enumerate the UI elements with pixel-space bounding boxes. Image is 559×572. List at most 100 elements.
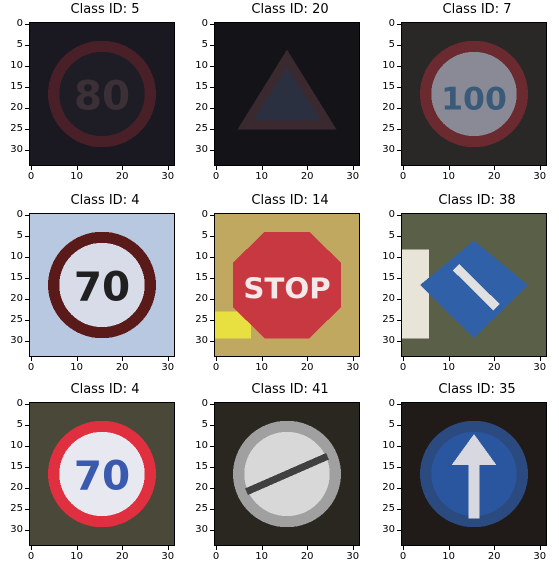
y-tick-label: 25	[195, 314, 208, 325]
x-tick-label: 20	[487, 551, 501, 562]
x-tick-mark	[76, 546, 78, 550]
y-tick-label: 5	[201, 419, 208, 430]
y-tick-label: 5	[388, 39, 395, 50]
y-tick-label: 0	[388, 398, 395, 409]
y-tick-mark	[25, 341, 29, 342]
x-tick-label: 30	[161, 551, 175, 562]
y-tick-mark	[397, 45, 401, 46]
x-tick-mark	[403, 546, 404, 550]
y-tick-mark	[25, 467, 29, 468]
x-tick-label: 10	[255, 551, 268, 562]
y-tick-label: 10	[195, 440, 208, 451]
y-tick-mark	[397, 257, 401, 258]
x-tick-mark	[167, 166, 169, 170]
panel-title: Class ID: 7	[442, 2, 512, 17]
x-tick-mark	[307, 546, 309, 550]
y-tick-label: 5	[201, 39, 208, 50]
y-tick-label: 5	[388, 419, 395, 430]
x-tick-label: 30	[346, 551, 360, 562]
panel-title: Class ID: 20	[251, 2, 329, 17]
x-tick-mark	[352, 546, 354, 550]
y-tick-label: 15	[382, 81, 395, 92]
sign-image: 70	[29, 213, 175, 357]
y-tick-label: 30	[382, 335, 395, 346]
sign-legend-text: 100	[441, 82, 507, 118]
y-tick-mark	[397, 404, 401, 405]
sign-image	[214, 22, 360, 166]
y-tick-mark	[397, 320, 401, 321]
y-tick-mark	[397, 129, 401, 130]
x-tick-mark	[167, 357, 169, 361]
x-tick-label: 20	[300, 551, 314, 562]
image-panel: Class ID: 38 0 5 10 15 20 25 30 0 10 20 30	[377, 193, 559, 383]
y-tick-label: 20	[10, 293, 23, 304]
y-tick-mark	[25, 108, 29, 109]
y-tick-label: 20	[195, 482, 208, 493]
y-tick-label: 20	[382, 482, 395, 493]
y-tick-mark	[25, 24, 29, 25]
y-tick-mark	[210, 467, 214, 468]
y-tick-mark	[25, 87, 29, 88]
sign-image: 80	[29, 22, 175, 166]
y-tick-label: 0	[201, 209, 208, 220]
x-tick-mark	[216, 546, 217, 550]
y-tick-mark	[25, 446, 29, 447]
traffic-sign-picture	[402, 214, 546, 356]
y-tick-label: 10	[10, 440, 23, 451]
y-tick-mark	[210, 257, 214, 258]
y-tick-mark	[397, 278, 401, 279]
y-tick-mark	[210, 320, 214, 321]
y-tick-label: 10	[195, 60, 208, 71]
x-tick-mark	[494, 357, 496, 361]
y-tick-mark	[397, 467, 401, 468]
image-panel: Class ID: 5 80 0 5 10 15 20 25 30 0 10 20 30	[5, 2, 195, 192]
traffic-sign-picture	[402, 403, 546, 545]
y-tick-mark	[25, 278, 29, 279]
y-tick-mark	[397, 341, 401, 342]
y-tick-label: 15	[382, 272, 395, 283]
y-tick-mark	[210, 108, 214, 109]
y-tick-label: 10	[195, 251, 208, 262]
y-tick-mark	[397, 24, 401, 25]
y-tick-mark	[25, 299, 29, 300]
x-tick-label: 30	[346, 171, 360, 182]
x-tick-mark	[307, 357, 309, 361]
x-tick-label: 30	[533, 551, 547, 562]
y-tick-mark	[397, 488, 401, 489]
x-tick-mark	[494, 166, 496, 170]
y-tick-label: 20	[382, 293, 395, 304]
y-tick-label: 5	[16, 230, 23, 241]
y-tick-label: 5	[16, 39, 23, 50]
y-tick-label: 10	[382, 251, 395, 262]
y-tick-label: 30	[382, 144, 395, 155]
x-tick-label: 0	[399, 362, 407, 373]
y-tick-label: 25	[10, 314, 23, 325]
y-tick-mark	[25, 488, 29, 489]
y-tick-mark	[25, 257, 29, 258]
panel-title: Class ID: 35	[438, 382, 516, 397]
x-tick-mark	[403, 166, 404, 170]
y-tick-mark	[210, 66, 214, 67]
traffic-sign-picture: 80	[30, 23, 174, 165]
x-tick-label: 20	[115, 171, 129, 182]
image-panel: Class ID: 14 STOP 0 5 10 15 20 25 30 0 10 20 30	[190, 193, 380, 383]
y-tick-label: 0	[388, 18, 395, 29]
x-tick-mark	[122, 357, 124, 361]
y-tick-mark	[25, 236, 29, 237]
sign-legend-text: 80	[74, 74, 130, 120]
y-tick-label: 25	[382, 503, 395, 514]
x-tick-label: 0	[27, 551, 35, 562]
x-tick-label: 10	[70, 551, 83, 562]
x-tick-label: 10	[442, 171, 455, 182]
y-tick-label: 25	[382, 123, 395, 134]
x-tick-mark	[167, 546, 169, 550]
y-tick-label: 0	[16, 18, 23, 29]
y-tick-label: 0	[201, 398, 208, 409]
x-tick-label: 20	[300, 171, 314, 182]
y-tick-label: 25	[195, 123, 208, 134]
x-tick-mark	[76, 357, 78, 361]
sign-image: STOP	[214, 213, 360, 357]
x-tick-mark	[494, 546, 496, 550]
y-tick-label: 15	[195, 81, 208, 92]
y-tick-mark	[210, 509, 214, 510]
